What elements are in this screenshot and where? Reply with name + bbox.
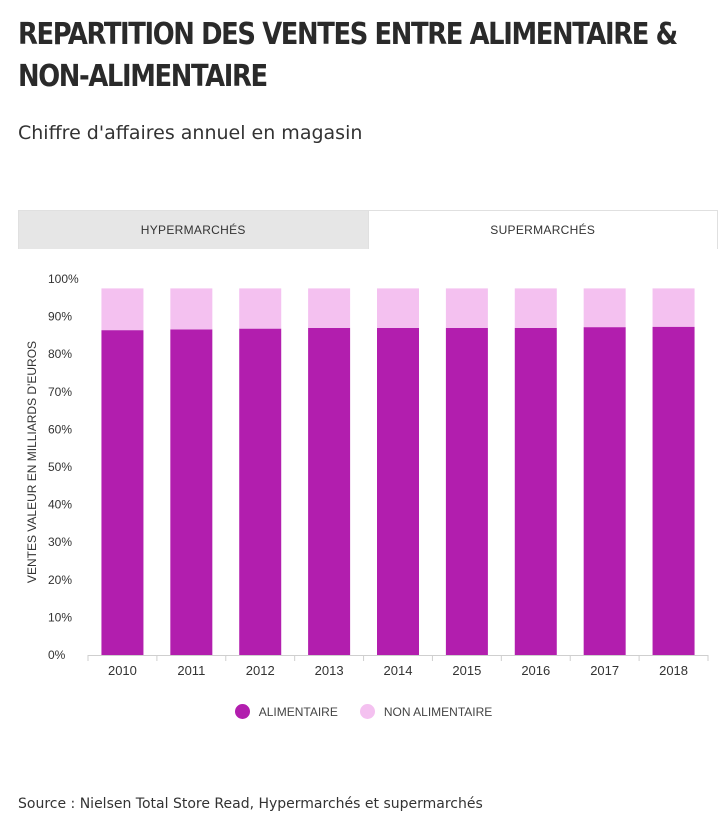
legend-label-non-alimentaire: NON ALIMENTAIRE xyxy=(383,704,493,719)
bar-non-alimentaire-2013[interactable] xyxy=(308,288,351,328)
y-axis-label: VENTES VALEUR EN MILLIARDS D'EUROS xyxy=(25,341,39,583)
y-tick-label: 0% xyxy=(48,648,66,662)
page-title: REPARTITION DES VENTES ENTRE ALIMENTAIRE… xyxy=(18,17,678,94)
bar-alimentaire-2014[interactable] xyxy=(377,327,419,655)
source-note: Source : Nielsen Total Store Read, Hyper… xyxy=(18,796,483,812)
x-tick-label: 2012 xyxy=(246,663,275,678)
x-tick-label: 2014 xyxy=(384,663,413,678)
tab-supermarches[interactable]: SUPERMARCHÉS xyxy=(368,210,718,249)
bar-alimentaire-2013[interactable] xyxy=(308,327,351,655)
y-tick-label: 10% xyxy=(48,610,72,624)
y-tick-label: 30% xyxy=(48,535,72,549)
y-tick-label: 50% xyxy=(48,460,72,474)
bar-non-alimentaire-2010[interactable] xyxy=(101,288,144,331)
x-tick-label: 2013 xyxy=(315,663,344,678)
y-tick-label: 20% xyxy=(48,573,72,587)
bar-non-alimentaire-2016[interactable] xyxy=(514,288,557,328)
x-tick-label: 2017 xyxy=(590,663,619,678)
legend-swatch-non-alimentaire xyxy=(359,704,375,719)
y-tick-label: 60% xyxy=(48,422,72,436)
x-tick-label: 2015 xyxy=(452,663,481,678)
bar-alimentaire-2017[interactable] xyxy=(583,327,626,655)
stacked-bar-chart: VENTES VALEUR EN MILLIARDS D'EUROS 0% 10%… xyxy=(25,272,709,678)
bar-non-alimentaire-2011[interactable] xyxy=(170,288,213,330)
tab-hypermarches[interactable]: HYPERMARCHÉS xyxy=(18,210,369,249)
bar-alimentaire-2010[interactable] xyxy=(101,330,144,655)
y-tick-label: 80% xyxy=(48,347,72,361)
bar-non-alimentaire-2014[interactable] xyxy=(377,288,419,328)
legend: ALIMENTAIRE NON ALIMENTAIRE xyxy=(0,704,727,719)
bar-non-alimentaire-2012[interactable] xyxy=(239,288,282,329)
bar-alimentaire-2018[interactable] xyxy=(652,326,695,655)
y-tick-label: 90% xyxy=(48,310,72,324)
legend-item-alimentaire[interactable]: ALIMENTAIRE xyxy=(234,704,338,719)
y-tick-label: 100% xyxy=(48,272,79,286)
x-tick-label: 2016 xyxy=(521,663,550,678)
legend-item-non-alimentaire[interactable]: NON ALIMENTAIRE xyxy=(359,704,493,719)
x-tick-label: 2010 xyxy=(108,663,137,678)
bar-non-alimentaire-2017[interactable] xyxy=(583,288,626,328)
bar-non-alimentaire-2015[interactable] xyxy=(445,288,488,328)
x-tick-label: 2011 xyxy=(177,663,205,678)
legend-swatch-alimentaire xyxy=(234,704,250,719)
legend-label-alimentaire: ALIMENTAIRE xyxy=(258,704,338,719)
y-tick-label: 70% xyxy=(48,385,72,399)
bar-alimentaire-2016[interactable] xyxy=(514,327,557,655)
y-tick-label: 40% xyxy=(48,498,72,512)
tab-bar: HYPERMARCHÉS SUPERMARCHÉS xyxy=(18,210,718,249)
x-tick-label: 2018 xyxy=(659,663,688,678)
page-subtitle: Chiffre d'affaires annuel en magasin xyxy=(18,122,363,144)
bar-alimentaire-2011[interactable] xyxy=(170,329,213,655)
bar-alimentaire-2015[interactable] xyxy=(445,327,488,655)
bar-non-alimentaire-2018[interactable] xyxy=(652,288,695,327)
bar-alimentaire-2012[interactable] xyxy=(239,328,282,655)
